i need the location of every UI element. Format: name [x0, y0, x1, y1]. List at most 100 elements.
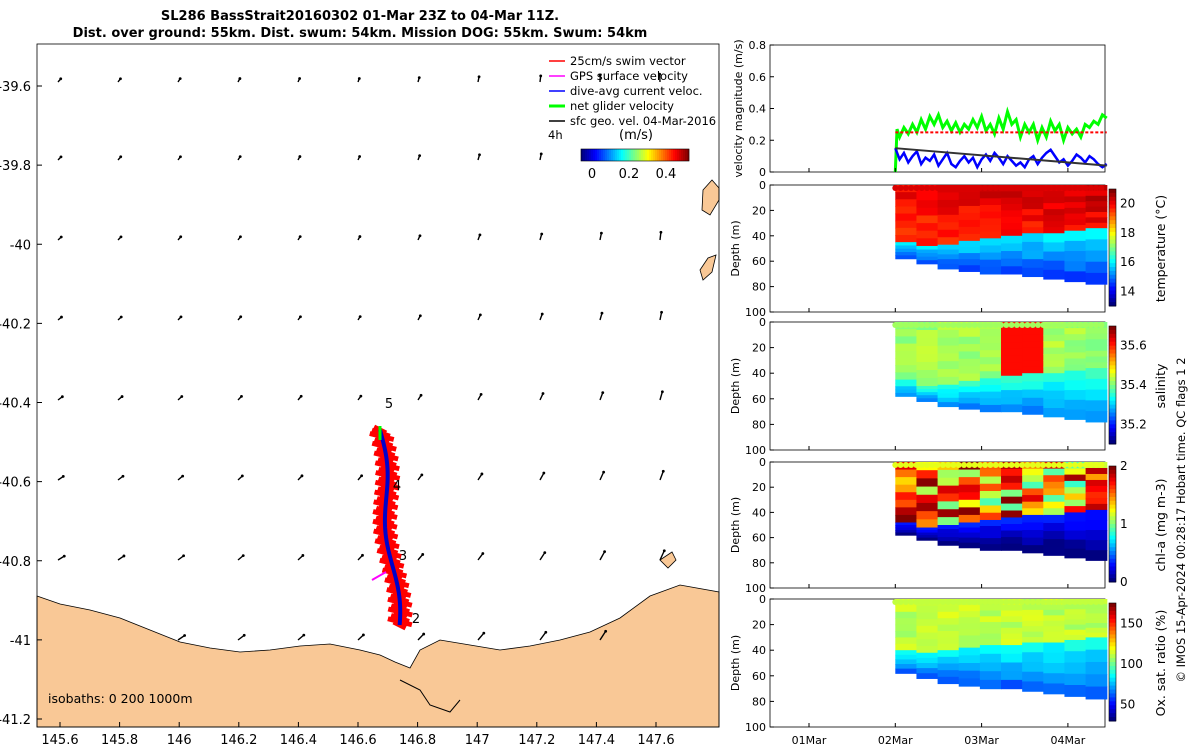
- current-vector-head: [238, 155, 242, 159]
- colorbar-frame: [580, 148, 690, 162]
- heatmap-surface-dot: [1003, 599, 1010, 605]
- heatmap-cell-upper: [1043, 475, 1066, 483]
- heatmap-surface-dot: [945, 322, 952, 328]
- colorbar-segment: [659, 149, 662, 161]
- heatmap-cell-upper: [1001, 362, 1023, 370]
- heatmap-cell-upper: [937, 376, 960, 386]
- heatmap-cell-upper: [1085, 485, 1108, 493]
- current-vector-head: [61, 474, 65, 478]
- heatmap-surface-dot: [1093, 462, 1100, 468]
- heatmap-cell-upper: [958, 219, 981, 228]
- heatmap-cell-upper: [895, 350, 918, 359]
- heatmap-surface-dot: [1013, 322, 1020, 328]
- colorbar-segment: [1109, 531, 1116, 537]
- colorbar-segment: [1109, 634, 1116, 639]
- heatmap-ytick-label: 0: [759, 316, 766, 329]
- colorbar-segment: [1109, 208, 1116, 213]
- heatmap-ytick-label: 0: [759, 179, 766, 192]
- colorbar-tick-label: 100: [1120, 657, 1143, 671]
- map-ytick-label: -41: [10, 634, 31, 649]
- heatmap-surface-dot: [1093, 322, 1100, 328]
- colorbar-segment: [1109, 705, 1116, 710]
- heatmap-cell-upper: [1001, 489, 1023, 498]
- current-vector-head: [122, 554, 126, 558]
- colorbar-segment: [1109, 689, 1116, 694]
- heatmap-cell-lower: [979, 404, 1002, 413]
- heatmap-surface-dot: [1050, 599, 1057, 605]
- heatmap-cell-upper: [1085, 497, 1108, 505]
- heatmap-cell-upper: [958, 635, 981, 643]
- heatmap-surface-dot: [924, 462, 931, 468]
- heatmap-surface-dot: [1003, 322, 1010, 328]
- heatmap-cell-lower: [1001, 390, 1023, 398]
- colorbar-segment: [1109, 388, 1116, 394]
- colorbar-segment: [591, 149, 594, 161]
- waypoint-label-4: 4: [393, 479, 401, 494]
- heatmap-cell-lower: [1001, 517, 1023, 525]
- heatmap-surface-dot: [1082, 462, 1089, 468]
- heatmap-cell-upper: [916, 338, 939, 347]
- heatmap-ytick-label: 0: [759, 593, 766, 606]
- heatmap-cell-lower: [958, 542, 981, 549]
- heatmap-cell-lower: [1064, 639, 1087, 652]
- heatmap-surface-dot: [982, 462, 989, 468]
- map-xtick-label: 146.4: [280, 733, 317, 748]
- colorbar-segment: [1109, 701, 1116, 706]
- heatmap-cell-upper: [958, 373, 981, 382]
- colorbar-segment: [599, 149, 602, 161]
- heatmap-cell-upper: [937, 631, 960, 638]
- heatmap-cell-upper: [958, 641, 981, 649]
- heatmap-cell-lower: [958, 265, 981, 272]
- heatmap-cell-lower: [937, 676, 960, 685]
- legend-label: 25cm/s swim vector: [570, 54, 686, 68]
- heatmap-cell-lower: [979, 266, 1002, 275]
- heatmap-cell-lower: [1022, 241, 1044, 252]
- current-vector-head: [417, 76, 421, 80]
- heatmap-panel-3: 0 20 40 60 80 100 Depth (m) 0 1 2 chl-a (mg m-3): [729, 456, 1168, 595]
- heatmap-cell-lower: [1085, 389, 1108, 401]
- heatmap-surface-dot: [1093, 185, 1100, 191]
- colorbar-segment: [1109, 570, 1116, 575]
- heatmap-surface-dot: [1077, 599, 1084, 605]
- heatmap-surface-dot: [992, 462, 999, 468]
- colorbar-segment: [1109, 424, 1116, 429]
- colorbar-segment: [1109, 485, 1116, 490]
- current-vector-arrow: [477, 632, 485, 641]
- heatmap-cell-lower: [1022, 233, 1044, 243]
- current-vector-arrow: [659, 391, 664, 401]
- heatmap-cell-lower: [1043, 233, 1066, 244]
- heatmap-cell-lower: [895, 255, 918, 260]
- heatmap-surface-dot: [939, 599, 946, 605]
- heatmap-cell-lower: [1085, 686, 1108, 700]
- current-vector-head: [600, 311, 604, 315]
- heatmap-surface-dot: [913, 462, 920, 468]
- heatmap-cell-upper: [1022, 341, 1044, 349]
- heatmap-cell-upper: [1022, 360, 1044, 368]
- velocity-ytick-label: 0.6: [749, 71, 767, 84]
- heatmap-surface-dot: [1003, 185, 1010, 191]
- heatmap-cell-upper: [958, 366, 981, 375]
- heatmap-ytick-label: 20: [752, 204, 766, 217]
- heatmap-cell-upper: [1064, 634, 1087, 641]
- colorbar-tick-label: 20: [1120, 197, 1135, 211]
- heatmap-cell-upper: [916, 230, 939, 239]
- heatmap-surface-dot: [945, 462, 952, 468]
- heatmap-cell-lower: [1064, 548, 1087, 559]
- heatmap-cell-upper: [937, 229, 960, 238]
- heatmap-cell-upper: [1022, 227, 1044, 234]
- heatmap-surface-dot: [1008, 185, 1015, 191]
- heatmap-surface-dot: [1072, 185, 1079, 191]
- heatmap-cell-upper: [1001, 627, 1023, 635]
- heatmap-cell-lower: [979, 538, 1002, 545]
- colorbar-segment: [637, 149, 640, 161]
- heatmap-cell-lower: [1085, 411, 1108, 423]
- waypoint-label-3: 3: [399, 549, 407, 564]
- heatmap-cell-upper: [979, 622, 1002, 629]
- heatmap-cell-upper: [979, 329, 1002, 337]
- heatmap-cell-upper: [1085, 195, 1108, 202]
- colorbar-segment: [1109, 558, 1116, 564]
- title-line-1: SL286 BassStrait20160302 01-Mar 23Z to 0…: [160, 9, 560, 24]
- heatmap-cell-upper: [1022, 475, 1044, 483]
- colorbar-segment: [1109, 469, 1116, 475]
- colorbar-segment: [1109, 235, 1116, 241]
